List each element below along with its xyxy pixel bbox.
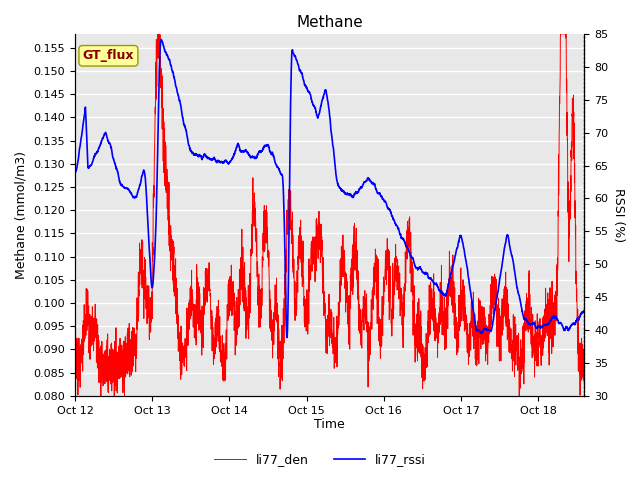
X-axis label: Time: Time [314,419,345,432]
li77_rssi [129,195,137,201]
li77_rssi [580,310,588,315]
li77_den [289,232,297,238]
li77_den [160,152,168,157]
Text: GT_flux: GT_flux [83,49,134,62]
li77_rssi [516,296,524,302]
li77_rssi [283,335,291,340]
li77_den [97,393,105,399]
Line: li77_den: li77_den [75,34,584,396]
li77_den [516,362,524,368]
Legend: li77_den, li77_rssi: li77_den, li77_rssi [209,448,431,471]
li77_rssi [267,149,275,155]
li77_den [580,378,588,384]
li77_den [129,331,137,337]
li77_rssi [157,36,165,42]
li77_rssi [71,169,79,175]
Line: li77_rssi: li77_rssi [75,39,584,337]
li77_den [154,31,161,37]
li77_rssi [289,49,297,55]
li77_den [267,314,275,320]
li77_rssi [160,43,168,48]
Title: Methane: Methane [296,15,363,30]
li77_den [571,182,579,188]
li77_den [71,383,79,388]
li77_rssi [571,322,579,328]
Y-axis label: Methane (mmol/m3): Methane (mmol/m3) [15,151,28,279]
Y-axis label: RSSI (%): RSSI (%) [612,188,625,242]
